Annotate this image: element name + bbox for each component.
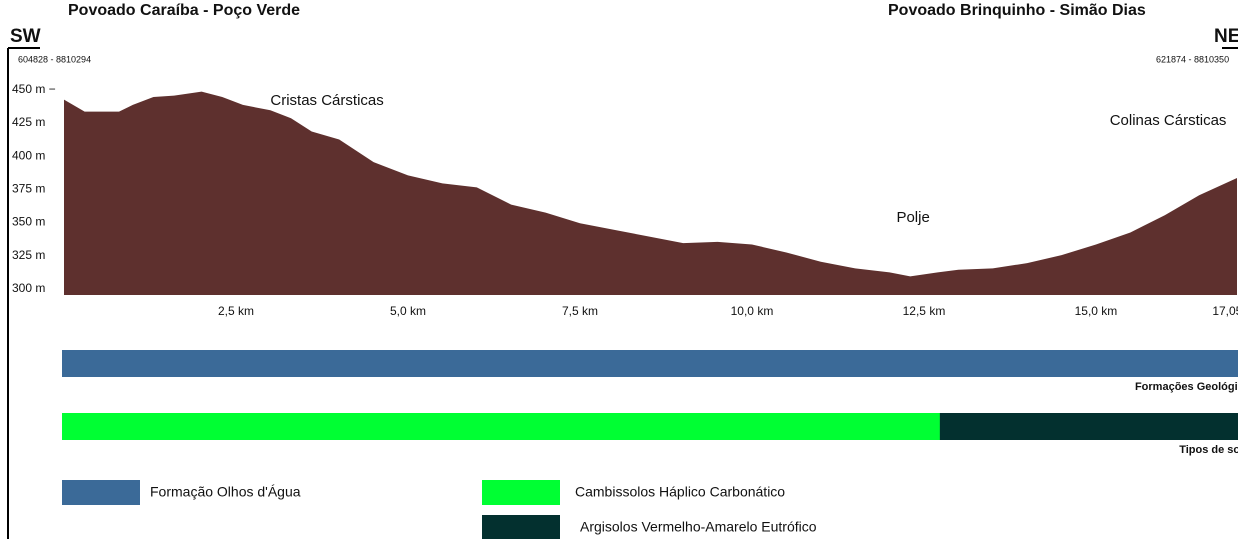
geology-label: Formações Geológicas xyxy=(1135,381,1238,393)
x-tick-label: 17,05 km xyxy=(1212,304,1238,318)
y-tick-label: 425 m xyxy=(12,115,45,129)
y-tick-label: 400 m xyxy=(12,148,45,162)
y-tick-label: 350 m xyxy=(12,215,45,229)
legend-label: Argisolos Vermelho-Amarelo Eutrófico xyxy=(580,519,817,535)
y-tick-label: 375 m xyxy=(12,182,45,196)
soils-segment xyxy=(939,413,1238,440)
annotation: Colinas Cársticas xyxy=(1110,112,1227,129)
x-tick-label: 7,5 km xyxy=(562,304,598,318)
annotation: Cristas Cársticas xyxy=(270,92,383,109)
legend-swatch xyxy=(482,480,560,505)
legend-label: Cambissolos Háplico Carbonático xyxy=(575,484,785,500)
left-direction: SW xyxy=(10,26,41,47)
x-tick-label: 2,5 km xyxy=(218,304,254,318)
x-tick-label: 5,0 km xyxy=(390,304,426,318)
right-direction: NE xyxy=(1214,26,1238,47)
x-tick-label: 12,5 km xyxy=(903,304,946,318)
elevation-area xyxy=(64,91,1237,295)
left-coords: 604828 - 8810294 xyxy=(18,54,91,64)
legend-label: Formação Olhos d'Água xyxy=(150,484,301,500)
soils-segment xyxy=(62,413,943,440)
x-tick-label: 10,0 km xyxy=(731,304,774,318)
legend-swatch xyxy=(482,515,560,539)
right-title: Povoado Brinquinho - Simão Dias xyxy=(888,2,1146,19)
y-tick-label: 325 m xyxy=(12,248,45,262)
y-tick-label: 300 m xyxy=(12,281,45,295)
annotation: Polje xyxy=(896,209,929,226)
legend-swatch xyxy=(62,480,140,505)
y-tick-label: 450 m − xyxy=(12,82,56,96)
left-title: Povoado Caraíba - Poço Verde xyxy=(68,2,300,19)
right-coords: 621874 - 8810350 xyxy=(1156,54,1229,64)
x-tick-label: 15,0 km xyxy=(1075,304,1118,318)
geology-segment xyxy=(62,350,1238,377)
soils-label: Tipos de solos xyxy=(1179,444,1238,456)
